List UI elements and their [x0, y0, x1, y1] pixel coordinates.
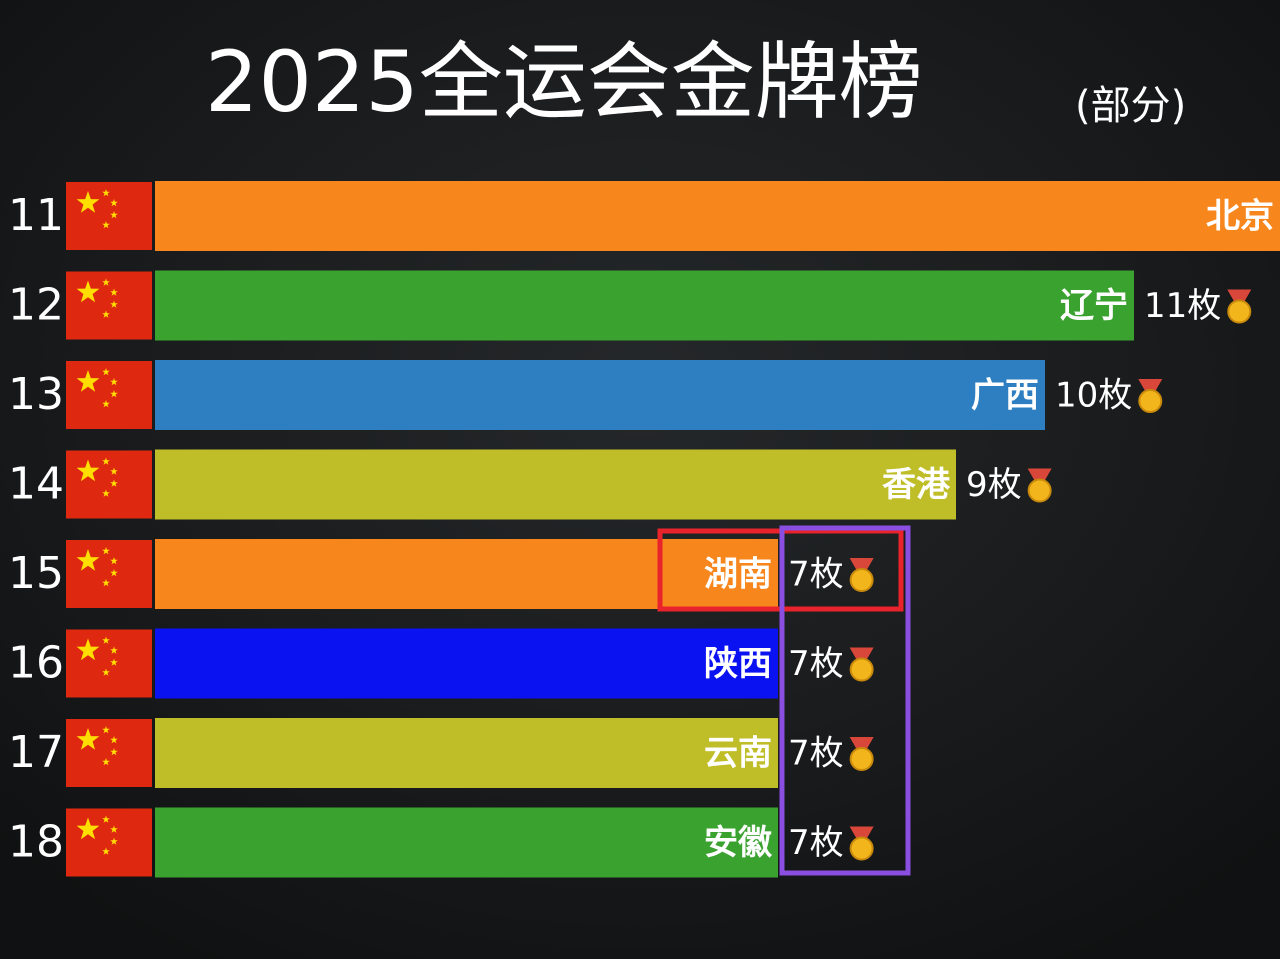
value-label: 11枚	[1144, 286, 1221, 326]
flag-star	[102, 636, 110, 644]
bar	[155, 181, 1280, 251]
medal	[849, 568, 874, 592]
flag-star	[110, 658, 118, 666]
medal-ribbon	[1027, 468, 1052, 483]
value-label: 10枚	[1055, 376, 1132, 416]
medal-ribbon	[849, 647, 874, 662]
bar	[155, 807, 778, 878]
flag-star	[110, 378, 118, 386]
bar	[155, 270, 1134, 341]
medal	[849, 657, 874, 682]
flag-star	[102, 547, 110, 555]
bar-name: 云南	[704, 734, 772, 774]
medal	[1138, 389, 1163, 413]
flag-star	[110, 288, 118, 296]
highlight-box	[779, 525, 911, 876]
flag-star	[110, 479, 118, 487]
flag	[66, 719, 152, 787]
bar-name: 安徽	[704, 823, 773, 863]
chart-title: 2025全运会金牌榜	[205, 33, 923, 131]
rank-label: 12	[8, 280, 64, 331]
rank-label: 14	[8, 459, 64, 510]
flag-star	[102, 579, 110, 587]
flag-star	[110, 199, 118, 207]
rank-label: 13	[8, 369, 64, 420]
medal	[1027, 478, 1052, 503]
medal	[849, 836, 874, 861]
medal-ribbon	[1227, 289, 1252, 304]
flag-star	[76, 191, 100, 213]
rank-label: 11	[8, 190, 64, 241]
value-label: 7枚	[788, 644, 844, 684]
flag-star	[110, 557, 118, 565]
flag-star	[110, 467, 118, 475]
medal	[1227, 299, 1252, 324]
flag-star	[110, 646, 118, 654]
value-label: 7枚	[788, 734, 844, 774]
flag-star	[102, 457, 110, 465]
flag-star	[110, 569, 118, 577]
bar	[155, 449, 956, 520]
flag-star	[102, 189, 110, 197]
bar-name: 广西	[971, 376, 1039, 416]
value-label: 9枚	[966, 465, 1022, 505]
bar	[155, 628, 778, 699]
flag	[66, 450, 152, 519]
medal-ribbon	[849, 737, 874, 751]
flag-star	[76, 280, 100, 303]
flag	[66, 271, 152, 340]
medal-ribbon	[1138, 379, 1163, 393]
flag-star	[76, 459, 100, 482]
flag	[66, 361, 152, 429]
rank-label: 16	[8, 638, 64, 689]
flag-star	[102, 310, 110, 318]
medal	[849, 747, 874, 771]
flag-star	[102, 368, 110, 376]
flag-star	[102, 668, 110, 676]
bar-name: 陕西	[704, 644, 772, 684]
chart-subtitle: (部分)	[1075, 83, 1186, 129]
flag-star	[76, 638, 100, 661]
flag-star	[102, 278, 110, 286]
bar	[155, 360, 1045, 430]
flag	[66, 629, 152, 698]
medal-ribbon	[849, 826, 874, 841]
flag-star	[102, 400, 110, 408]
flag	[66, 808, 152, 877]
bar-name: 辽宁	[1060, 286, 1128, 326]
flag	[66, 182, 152, 250]
bar-name: 湖南	[704, 555, 772, 595]
flag	[66, 540, 152, 608]
flag-star	[110, 748, 118, 756]
flag-star	[76, 728, 100, 750]
flag-star	[102, 847, 110, 855]
bars: 11 北京 12 辽宁 11枚 13 广西 10枚 14 香港 9枚 15 湖南 7枚 16 陕西 7枚 17 云南…	[8, 181, 1280, 878]
bar-name: 香港	[882, 465, 951, 505]
flag-star	[110, 736, 118, 744]
medal-ribbon	[849, 558, 874, 572]
bar-name: 北京	[1206, 197, 1274, 237]
flag-star	[76, 370, 100, 392]
flag-star	[102, 489, 110, 497]
flag-star	[76, 817, 100, 840]
flag-star	[102, 726, 110, 734]
rank-label: 17	[8, 727, 64, 778]
flag-star	[110, 837, 118, 845]
flag-star	[76, 549, 100, 571]
bar	[155, 539, 778, 609]
flag-star	[110, 211, 118, 219]
value-label: 7枚	[788, 555, 844, 595]
flag-star	[110, 825, 118, 833]
flag-star	[110, 300, 118, 308]
rank-label: 15	[8, 548, 64, 599]
bar	[155, 718, 778, 788]
flag-star	[102, 815, 110, 823]
value-label: 7枚	[788, 823, 844, 863]
rank-label: 18	[8, 817, 64, 868]
flag-star	[102, 758, 110, 766]
flag-star	[102, 221, 110, 229]
flag-star	[110, 390, 118, 398]
